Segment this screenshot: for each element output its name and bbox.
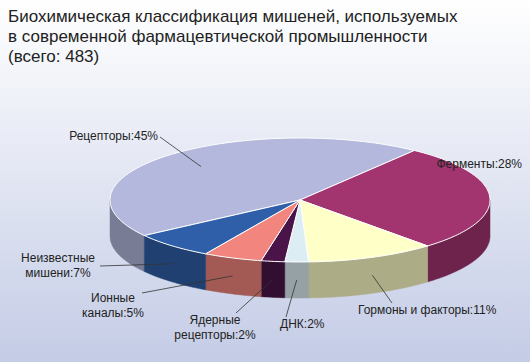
category-line: мишени (25, 266, 70, 280)
title: Биохимическая классификация мишеней, исп… (8, 7, 462, 66)
value-label: 5% (127, 306, 145, 320)
pie-tops (110, 138, 490, 262)
data-labels: Рецепторы: 45%Ферменты: 28%Гормоны и фак… (21, 129, 522, 342)
chart: Биохимическая классификация мишеней, исп… (0, 0, 530, 362)
category-line: каналы (82, 306, 123, 320)
category-label: ДНК (280, 317, 304, 331)
slice-side (285, 262, 309, 298)
category-line: рецепторы (174, 328, 235, 342)
category-label: Рецепторы (69, 129, 130, 143)
leader-line (100, 264, 172, 266)
category-line: Рецепторы (69, 129, 130, 143)
value-label: 2% (307, 317, 325, 331)
category-label: Ядерные рецепторы (174, 313, 243, 342)
category-label: Неизвестные мишени (21, 251, 98, 280)
category-label: Гормоны и факторы (358, 303, 470, 317)
slice (300, 200, 428, 262)
leader-line (160, 137, 201, 167)
title-line: Биохимическая классификация мишеней, исп… (8, 7, 462, 26)
category-line: ДНК (280, 317, 304, 331)
leader-line (286, 280, 297, 317)
title-line: (всего: 483) (8, 47, 99, 66)
title-line: в современной фармацевтической промышлен… (8, 27, 432, 46)
pie (110, 138, 490, 298)
value-label: 2% (238, 328, 256, 342)
category-label: Ферменты (436, 157, 494, 171)
value-label: 45% (134, 129, 158, 143)
background (0, 0, 530, 362)
category-line: Неизвестные (21, 251, 98, 265)
category-line: Ферменты (436, 157, 494, 171)
leader-line (142, 276, 233, 293)
slice-side (261, 261, 285, 298)
value-label: 28% (498, 157, 522, 171)
leader-line (236, 279, 273, 313)
leader-line (372, 275, 392, 303)
value-label: 11% (473, 303, 496, 317)
category-line: Ядерные (190, 313, 244, 327)
category-line: Гормоны и факторы (358, 303, 470, 317)
category-line: Ионные (91, 291, 138, 305)
slice (144, 200, 300, 254)
value-label: 7% (73, 266, 91, 280)
